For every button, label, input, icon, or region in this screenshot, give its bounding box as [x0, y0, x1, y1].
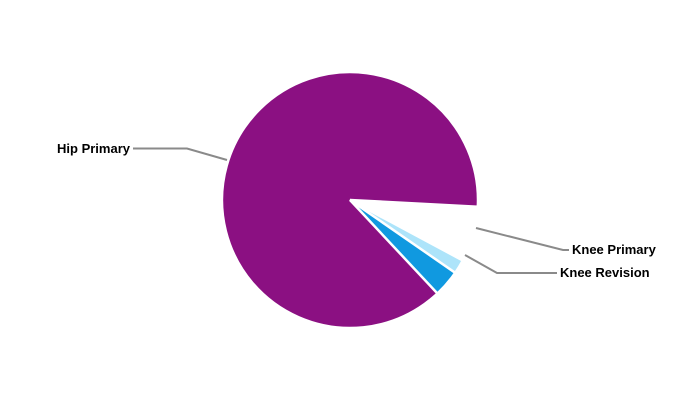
knee-primary-label: Knee Primary [572, 242, 657, 257]
knee-revision-leader-line [464, 254, 557, 274]
pie-callouts: Hip Primary Knee Primary Knee Revision [57, 141, 657, 280]
knee-revision-label: Knee Revision [560, 265, 650, 280]
hip-primary-leader-line [133, 147, 228, 161]
hip-primary-label: Hip Primary [57, 141, 131, 156]
knee-primary-leader-line [475, 227, 569, 251]
pie-slices [220, 70, 480, 330]
pie-slice-knee-revision [349, 198, 465, 275]
